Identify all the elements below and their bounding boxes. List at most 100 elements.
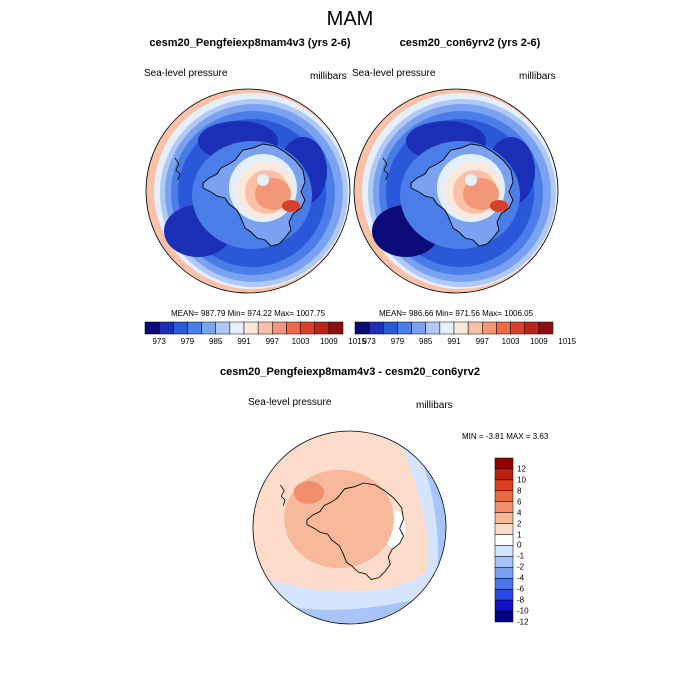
colorbar-swatch <box>272 321 287 335</box>
colorbar-swatch <box>300 321 315 335</box>
colorbar-swatch <box>494 588 514 601</box>
panel2-units-label: millibars <box>519 71 556 82</box>
colorbar-tick-label: 1009 <box>529 337 548 346</box>
colorbar-tick-label: 4 <box>517 508 522 518</box>
panel3-colorbar <box>494 457 514 623</box>
colorbar-tick-label: 985 <box>209 337 223 346</box>
colorbar-swatch <box>494 545 514 557</box>
colorbar-tick-label: 1015 <box>558 337 577 346</box>
colorbar-swatch <box>144 321 160 335</box>
colorbar-tick-label: 1 <box>517 530 522 540</box>
colorbar-swatch <box>494 479 514 492</box>
south-america-tip <box>174 157 181 181</box>
colorbar-tick-label: 0 <box>517 540 522 550</box>
colorbar-swatch <box>482 321 497 335</box>
figure-title: MAM <box>326 8 374 30</box>
colorbar-swatch <box>286 321 301 335</box>
panel1-colorbar-ticks: 973 979 985 991 997 1003 1009 1015 <box>145 337 366 347</box>
colorbar-swatch <box>494 534 514 546</box>
colorbar-tick-label: -12 <box>517 617 529 627</box>
plateau-dip <box>257 174 269 186</box>
colorbar-tick-label: 2 <box>517 519 522 529</box>
panel3-polar-map <box>252 430 447 625</box>
map-border <box>353 88 559 294</box>
panel2-title: cesm20_con6yrv2 (yrs 2-6) <box>399 37 541 49</box>
colorbar-tick-label: -1 <box>517 551 525 561</box>
plateau-band <box>463 178 499 210</box>
map-border <box>252 430 447 625</box>
colorbar-swatch <box>524 321 540 335</box>
colorbar-swatch <box>494 556 514 568</box>
panel2-colorbar-ticks: 973 979 985 991 997 1003 1009 1015 <box>355 337 576 347</box>
colorbar-swatch <box>494 457 514 470</box>
panel1-units-label: millibars <box>310 71 347 82</box>
colorbar-tick-label: 6 <box>517 497 522 507</box>
colorbar-swatch <box>494 501 514 513</box>
colorbar-swatch <box>425 321 441 335</box>
colorbar-tick-label: 979 <box>180 337 195 346</box>
coastline <box>410 143 514 247</box>
colorbar-swatch <box>496 321 511 335</box>
colorbar-tick-label: 10 <box>517 475 526 485</box>
plateau-max <box>490 200 508 212</box>
coastline <box>306 482 404 581</box>
colorbar-swatch <box>467 321 483 335</box>
colorbar-tick-label: 979 <box>390 337 405 346</box>
colorbar-swatch <box>173 321 188 335</box>
colorbar-swatch <box>187 321 202 335</box>
colorbar-swatch <box>453 321 469 335</box>
colorbar-swatch <box>368 321 384 335</box>
colorbar-swatch <box>158 321 174 335</box>
panel2-stats: MEAN= 986.66 Min= 971.56 Max= 1006.05 <box>378 309 534 318</box>
panel2-polar-map <box>353 88 559 294</box>
colorbar-swatch <box>494 512 514 524</box>
colorbar-tick-label: -6 <box>517 584 525 594</box>
panel3-units-label: millibars <box>416 400 453 411</box>
colorbar-swatch <box>229 321 245 335</box>
colorbar-tick-label: 997 <box>475 337 489 346</box>
panel3-variable-label: Sea-level pressure <box>248 397 332 408</box>
colorbar-tick-label: 1015 <box>348 337 367 346</box>
panel3-colorbar-ticks: 12 10 8 6 4 2 1 0 -1 -2 -4 -6 -8 -10 -12 <box>517 458 547 626</box>
colorbar-tick-label: -2 <box>517 562 525 572</box>
colorbar-swatch <box>538 321 554 335</box>
colorbar-tick-label: 1009 <box>319 337 338 346</box>
colorbar-swatch <box>494 490 514 502</box>
colorbar-swatch <box>494 599 514 612</box>
colorbar-tick-label: 8 <box>517 486 522 496</box>
panel3-stats: MIN = -3.81 MAX = 3.63 <box>462 432 549 441</box>
colorbar-swatch <box>201 321 216 335</box>
south-america-tip <box>280 484 286 506</box>
colorbar-swatch <box>494 578 514 590</box>
colorbar-tick-label: 1003 <box>501 337 520 346</box>
plateau-band <box>255 178 291 210</box>
panel1-title: cesm20_Pengfeiexp8mam4v3 (yrs 2-6) <box>149 37 351 49</box>
colorbar-tick-label: -8 <box>517 595 525 605</box>
colorbar-tick-label: 991 <box>237 337 251 346</box>
colorbar-swatch <box>439 321 455 335</box>
colorbar-swatch <box>494 523 514 535</box>
colorbar-tick-label: 973 <box>362 337 376 346</box>
colorbar-swatch <box>494 567 514 579</box>
colorbar-tick-label: 973 <box>152 337 166 346</box>
colorbar-tick-label: -10 <box>517 606 529 616</box>
colorbar-tick-label: 985 <box>419 337 433 346</box>
panel2-colorbar <box>354 321 554 335</box>
coastline <box>202 143 306 247</box>
colorbar-tick-label: 997 <box>265 337 279 346</box>
colorbar-tick-label: 12 <box>517 464 526 474</box>
panel1-stats: MEAN= 987.79 Min= 974.22 Max= 1007.75 <box>170 309 326 318</box>
panel3-title: cesm20_Pengfeiexp8mam4v3 - cesm20_con6yr… <box>220 366 480 378</box>
colorbar-tick-label: -4 <box>517 573 525 583</box>
colorbar-swatch <box>354 321 370 335</box>
panel1-polar-map <box>145 88 351 294</box>
colorbar-swatch <box>243 321 259 335</box>
colorbar-swatch <box>328 321 344 335</box>
plateau-max <box>282 200 300 212</box>
colorbar-swatch <box>411 321 426 335</box>
colorbar-tick-label: 991 <box>447 337 461 346</box>
panel1-variable-label: Sea-level pressure <box>144 68 228 79</box>
plateau-dip <box>465 174 477 186</box>
colorbar-swatch <box>510 321 525 335</box>
colorbar-swatch <box>215 321 231 335</box>
